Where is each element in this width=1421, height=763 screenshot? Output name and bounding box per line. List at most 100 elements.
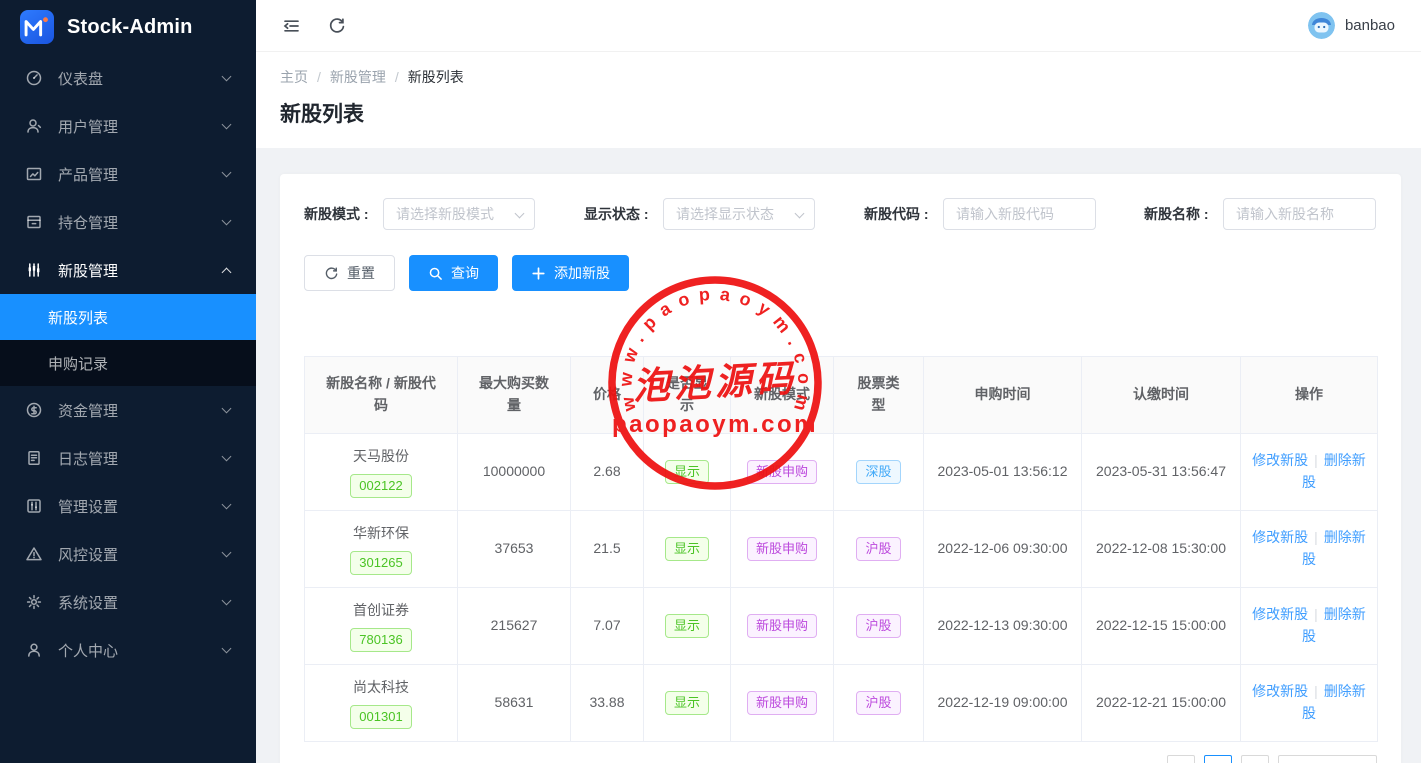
code-input[interactable]	[943, 198, 1096, 230]
new-stock-icon	[24, 261, 43, 280]
action-bar: 重置 查询	[304, 255, 1377, 291]
table-header-cell: 股票类型	[833, 356, 924, 434]
breadcrumb-parent[interactable]: 新股管理	[329, 69, 386, 85]
edit-stock-link[interactable]: 修改新股	[1252, 452, 1309, 469]
refresh-icon[interactable]	[326, 15, 348, 37]
breadcrumb-separator: /	[394, 69, 399, 85]
chevron-down-icon	[221, 403, 232, 414]
menu-fold-icon[interactable]	[280, 15, 302, 37]
topbar: banbao	[256, 0, 1421, 52]
chevron-down-icon	[221, 215, 232, 226]
table-header-cell: 新股模式	[730, 356, 834, 434]
sidebar-item-label: 用户管理	[58, 118, 119, 136]
price-cell: 7.07	[570, 587, 644, 665]
app-title: Stock-Admin	[67, 15, 193, 38]
sidebar-item-9[interactable]: 系统设置	[0, 578, 256, 626]
sidebar-item-6[interactable]: 日志管理	[0, 434, 256, 482]
sidebar-subitem-4-0[interactable]: 新股列表	[0, 294, 256, 340]
sidebar-item-4[interactable]: 新股管理	[0, 246, 256, 294]
sidebar-menu: 仪表盘用户管理产品管理持仓管理新股管理新股列表申购记录资金管理日志管理管理设置风…	[0, 46, 256, 674]
sidebar: Stock-Admin 仪表盘用户管理产品管理持仓管理新股管理新股列表申购记录资…	[0, 0, 256, 763]
sidebar-item-label: 管理设置	[58, 498, 119, 516]
sidebar-item-5[interactable]: 资金管理	[0, 386, 256, 434]
topbar-left	[280, 15, 348, 37]
current-page-button[interactable]: 1	[1204, 755, 1232, 763]
chevron-down-icon	[794, 208, 805, 219]
pagination: 共有 4 条数据 ‹ 1 › 10 条/页	[304, 755, 1377, 763]
table-row: 首创证券 780136 215627 7.07 显示 新股申购 沪股 2022-12-13 0…	[304, 587, 1378, 665]
edit-stock-link[interactable]: 修改新股	[1252, 529, 1309, 546]
max-buy-cell: 10000000	[457, 433, 571, 511]
search-button-label: 查询	[451, 265, 479, 281]
sidebar-item-label: 新股管理	[58, 262, 119, 280]
status-label: 显示状态 :	[584, 206, 649, 222]
subscribe-time-cell: 2022-12-13 09:30:00	[923, 587, 1082, 665]
sidebar-subitem-4-1[interactable]: 申购记录	[48, 355, 109, 373]
chevron-down-icon	[221, 499, 232, 510]
table-row: 尚太科技 001301 58631 33.88 显示 新股申购 沪股 2022-12-19 0…	[304, 664, 1378, 742]
chevron-down-icon	[221, 167, 232, 178]
profile-icon	[24, 641, 43, 660]
action-separator: |	[1314, 683, 1318, 700]
delete-stock-link[interactable]: 删除新股	[1302, 452, 1366, 490]
sidebar-item-7[interactable]: 管理设置	[0, 482, 256, 530]
visible-badge: 显示	[664, 537, 709, 561]
edit-stock-link[interactable]: 修改新股	[1252, 683, 1309, 700]
chevron-down-icon	[221, 595, 232, 606]
name-input[interactable]	[1223, 198, 1376, 230]
delete-stock-link[interactable]: 删除新股	[1302, 529, 1366, 567]
sidebar-item-label: 资金管理	[58, 402, 119, 420]
max-buy-cell: 37653	[457, 510, 571, 588]
pay-time-cell: 2022-12-15 15:00:00	[1081, 587, 1241, 665]
stock-name-cell: 首创证券 780136	[304, 587, 458, 665]
sidebar-item-10[interactable]: 个人中心	[0, 626, 256, 674]
sidebar-item-label: 持仓管理	[58, 214, 119, 232]
pay-time-cell: 2023-05-31 13:56:47	[1081, 433, 1241, 511]
logo[interactable]: Stock-Admin	[0, 0, 256, 46]
sidebar-item-1[interactable]: 用户管理	[0, 102, 256, 150]
pagination-total: 共有 4 条数据	[1075, 760, 1154, 763]
mode-badge: 新股申购	[746, 614, 817, 638]
stock-name: 首创证券	[353, 601, 409, 618]
table-row: 华新环保 301265 37653 21.5 显示 新股申购 沪股 2022-12-06 09…	[304, 510, 1378, 588]
stock-name: 天马股份	[353, 447, 409, 464]
funds-icon	[24, 401, 43, 420]
breadcrumb-home[interactable]: 主页	[280, 69, 308, 85]
sidebar-item-3[interactable]: 持仓管理	[0, 198, 256, 246]
price-cell: 33.88	[570, 664, 644, 742]
stock-code-badge: 301265	[350, 551, 412, 576]
table-header-cell: 价格	[570, 356, 644, 434]
delete-stock-link[interactable]: 删除新股	[1302, 683, 1366, 721]
mode-select[interactable]: 请选择新股模式	[383, 198, 535, 230]
stock-type-badge: 沪股	[856, 691, 901, 715]
sidebar-item-2[interactable]: 产品管理	[0, 150, 256, 198]
subscribe-time-cell: 2023-05-01 13:56:12	[923, 433, 1082, 511]
prev-page-icon: ‹	[1179, 761, 1184, 763]
price-cell: 2.68	[570, 433, 644, 511]
table-header-cell: 认缴时间	[1081, 356, 1241, 434]
logs-icon	[24, 449, 43, 468]
avatar	[1307, 12, 1335, 39]
status-select[interactable]: 请选择显示状态	[663, 198, 815, 230]
prev-page-button[interactable]: ‹	[1167, 755, 1195, 763]
page-title: 新股列表	[280, 103, 364, 126]
main-area: banbao 主页 / 新股管理 / 新股列表 新股列表 新股模式 : 请选择新…	[256, 0, 1421, 763]
table-header-cell: 是否显示	[643, 356, 731, 434]
name-filter: 新股名称 :	[1144, 198, 1421, 230]
delete-stock-link[interactable]: 删除新股	[1302, 606, 1366, 644]
visible-badge: 显示	[664, 691, 709, 715]
user-menu[interactable]: banbao	[1307, 12, 1395, 39]
filter-bar: 新股模式 : 请选择新股模式 显示状态 : 请选择显示状态	[304, 198, 1377, 230]
sidebar-item-8[interactable]: 风控设置	[0, 530, 256, 578]
chevron-down-icon	[221, 451, 232, 462]
sidebar-item-0[interactable]: 仪表盘	[0, 54, 256, 102]
next-page-button[interactable]: ›	[1241, 755, 1269, 763]
max-buy-cell: 58631	[457, 664, 571, 742]
content: 新股模式 : 请选择新股模式 显示状态 : 请选择显示状态	[256, 148, 1421, 763]
search-button[interactable]: 查询	[409, 255, 498, 291]
reset-button[interactable]: 重置	[304, 255, 395, 291]
stock-name: 尚太科技	[353, 678, 409, 695]
page-size-select[interactable]: 10 条/页	[1278, 755, 1377, 763]
edit-stock-link[interactable]: 修改新股	[1252, 606, 1309, 623]
add-stock-button[interactable]: 添加新股	[512, 255, 629, 291]
